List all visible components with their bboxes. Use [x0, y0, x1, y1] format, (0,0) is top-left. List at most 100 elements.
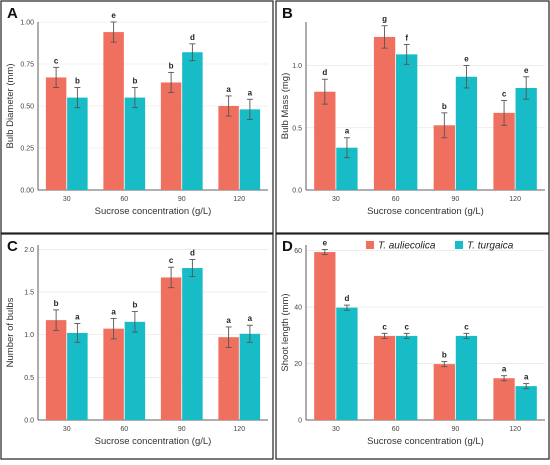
- bar-b-s2-90: [455, 76, 478, 190]
- y-tick-label: 0.50: [20, 104, 34, 111]
- y-tick-label: 0.0: [292, 188, 302, 195]
- x-tick-label: 60: [120, 196, 128, 203]
- bar-a-s1-30: [45, 77, 67, 190]
- x-tick-label: 30: [63, 196, 71, 203]
- y-tick-label: 0.25: [20, 146, 34, 153]
- significance-letter: a: [111, 307, 116, 316]
- significance-letter: b: [54, 299, 59, 308]
- x-tick-label: 30: [332, 426, 340, 433]
- bar-a-s2-120: [239, 109, 261, 190]
- chart-panel-c: 0.0 0.5 1.0 1.5 2.0 b a 30 a b 60 c d 90 a a 120 Sucrose …: [0, 233, 274, 460]
- bar-a-s1-60: [103, 32, 124, 190]
- bar-a-s1-90: [160, 82, 182, 190]
- x-tick-label: 60: [392, 426, 400, 433]
- x-tick-label: 30: [332, 196, 340, 203]
- legend-swatch: [366, 241, 374, 249]
- legend-item: T. auliecolica: [366, 241, 436, 252]
- y-tick-label: 0.5: [24, 375, 34, 382]
- bar-c-s1-30: [45, 320, 67, 420]
- bar-a-s2-60: [124, 97, 146, 190]
- y-tick-label: 0.00: [20, 188, 34, 195]
- chart-panel-a: 0.00 0.25 0.50 0.75 1.00 c b 30 e b 60 b d 90 a a 120 Suc…: [0, 0, 274, 234]
- bar-c-s1-90: [160, 277, 182, 420]
- y-tick-label: 1.00: [20, 20, 34, 27]
- bar-b-s1-90: [433, 125, 455, 190]
- x-tick-label: 120: [509, 196, 521, 203]
- significance-letter: a: [524, 373, 529, 382]
- x-tick-label: 60: [392, 196, 400, 203]
- y-tick-label: 0.5: [292, 125, 302, 132]
- y-tick-label: 0.0: [24, 418, 34, 425]
- significance-letter: d: [190, 33, 195, 42]
- x-tick-label: 90: [451, 196, 459, 203]
- x-tick-label: 120: [233, 426, 245, 433]
- legend-label: T. turgaica: [467, 241, 514, 252]
- bar-c-s1-120: [218, 337, 239, 420]
- significance-letter: b: [442, 351, 447, 360]
- panel-letter: A: [7, 5, 18, 22]
- bar-d-s1-120: [493, 378, 515, 420]
- bar-b-s2-60: [396, 54, 418, 190]
- bar-a-s2-30: [67, 97, 88, 190]
- significance-letter: c: [54, 56, 59, 65]
- significance-letter: c: [382, 322, 387, 331]
- legend-item: T. turgaica: [455, 241, 514, 252]
- bar-b-s1-120: [493, 112, 515, 190]
- significance-letter: e: [111, 11, 116, 20]
- bar-d-s1-30: [314, 252, 336, 420]
- x-axis-title: Sucrose concentration (g/L): [367, 436, 484, 447]
- significance-letter: c: [502, 89, 507, 98]
- legend-label: T. auliecolica: [378, 241, 436, 252]
- y-tick-label: 60: [294, 248, 302, 255]
- bar-a-s2-90: [182, 52, 203, 190]
- x-tick-label: 60: [120, 426, 128, 433]
- significance-letter: e: [524, 66, 529, 75]
- y-tick-label: 40: [294, 305, 302, 312]
- x-axis-title: Sucrose concentration (g/L): [367, 206, 484, 217]
- bar-b-s1-60: [373, 36, 396, 190]
- x-tick-label: 90: [451, 426, 459, 433]
- bar-a-s1-120: [218, 106, 239, 190]
- x-axis-title: Sucrose concentration (g/L): [95, 436, 212, 447]
- bar-d-s1-60: [373, 335, 396, 420]
- y-axis-title: Bulb Diameter (mm): [5, 64, 16, 149]
- bar-c-s2-30: [67, 332, 88, 420]
- y-axis-title: Number of bulbs: [5, 297, 16, 367]
- significance-letter: e: [323, 239, 328, 248]
- bar-b-s2-120: [515, 87, 537, 190]
- y-tick-label: 1.0: [292, 63, 302, 70]
- bar-d-s2-30: [336, 307, 358, 420]
- significance-letter: e: [464, 55, 469, 64]
- bar-c-s2-60: [124, 321, 146, 420]
- bar-c-s2-120: [239, 333, 261, 420]
- significance-letter: a: [226, 316, 231, 325]
- panel-letter: D: [282, 238, 293, 255]
- significance-letter: b: [169, 61, 174, 70]
- bar-b-s1-30: [314, 91, 336, 190]
- x-tick-label: 120: [233, 196, 245, 203]
- chart-panel-b: 0.0 0.5 1.0 d a 30 g f 60 b e 90 c e 120 Sucrose concen…: [275, 0, 550, 234]
- y-tick-label: 1.0: [24, 332, 34, 339]
- bar-d-s2-120: [515, 386, 537, 420]
- significance-letter: a: [248, 88, 253, 97]
- panel-letter: C: [7, 238, 18, 255]
- significance-letter: d: [322, 68, 327, 77]
- significance-letter: g: [382, 15, 387, 24]
- legend: T. auliecolica T. turgaica: [366, 241, 514, 252]
- significance-letter: d: [190, 249, 195, 258]
- significance-letter: b: [132, 301, 137, 310]
- significance-letter: a: [502, 365, 507, 374]
- y-axis-title: Shoot length (mm): [280, 293, 291, 371]
- significance-letter: a: [75, 313, 80, 322]
- significance-letter: a: [248, 314, 253, 323]
- bar-b-s2-30: [336, 147, 358, 190]
- y-tick-label: 0.75: [20, 62, 34, 69]
- y-tick-label: 2.0: [24, 247, 34, 254]
- significance-letter: f: [405, 33, 408, 42]
- significance-letter: a: [226, 85, 231, 94]
- significance-letter: b: [442, 102, 447, 111]
- x-tick-label: 30: [63, 426, 71, 433]
- significance-letter: b: [75, 77, 80, 86]
- y-tick-label: 1.5: [24, 289, 34, 296]
- x-axis-title: Sucrose concentration (g/L): [95, 206, 212, 217]
